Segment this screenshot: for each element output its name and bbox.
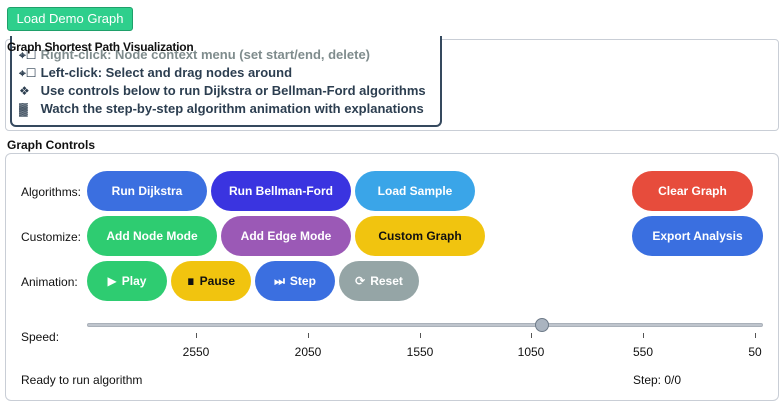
instruction-animation: ▓ Watch the step-by-step algorithm anima…	[12, 100, 440, 118]
customize-label: Customize:	[21, 230, 82, 244]
speed-tick	[196, 333, 197, 338]
speed-slider-thumb[interactable]	[535, 318, 549, 332]
graph-controls-title: Graph Controls	[7, 138, 96, 152]
skip-forward-icon: ⏭	[274, 274, 285, 288]
speed-tick-label: 550	[632, 345, 654, 359]
algorithms-label: Algorithms:	[21, 185, 82, 199]
chart-icon: ▓	[19, 102, 28, 116]
instruction-text: Right-click: Node context menu (set star…	[40, 47, 371, 62]
step-counter: Step: 0/0	[633, 373, 682, 387]
instruction-text: Left-click: Select and drag nodes around	[40, 65, 293, 80]
instruction-text: Use controls below to run Dijkstra or Be…	[40, 83, 426, 98]
visualization-title: Graph Shortest Path Visualization	[7, 40, 194, 54]
add-edge-mode-button[interactable]: Add Edge Mode	[221, 216, 351, 256]
mouse-icon: ⌖☐	[19, 48, 37, 62]
play-button[interactable]: ▶ Play	[87, 261, 167, 301]
instruction-left-click: ⌖☐ Left-click: Select and drag nodes aro…	[12, 64, 440, 82]
run-dijkstra-button[interactable]: Run Dijkstra	[87, 171, 207, 211]
animation-label: Animation:	[21, 275, 78, 289]
reset-icon: ⟳	[355, 274, 366, 288]
gamepad-icon: ❖	[19, 84, 30, 98]
step-label: Step	[289, 274, 316, 288]
instructions-box: ⌖☐ Right-click: Node context menu (set s…	[10, 36, 442, 127]
speed-tick-label: 2550	[182, 345, 210, 359]
load-demo-graph-button[interactable]: Load Demo Graph	[7, 7, 133, 31]
speed-tick	[420, 333, 421, 338]
clear-graph-button[interactable]: Clear Graph	[632, 171, 753, 211]
speed-tick	[308, 333, 309, 338]
load-sample-button[interactable]: Load Sample	[355, 171, 475, 211]
speed-tick-label: 50	[748, 345, 762, 359]
mouse-icon: ⌖☐	[19, 66, 37, 80]
speed-tick-label: 1550	[406, 345, 434, 359]
pause-button[interactable]: ∎ Pause	[171, 261, 251, 301]
pause-label: Pause	[199, 274, 235, 288]
speed-tick	[531, 333, 532, 338]
step-button[interactable]: ⏭ Step	[255, 261, 335, 301]
run-bellman-ford-button[interactable]: Run Bellman-Ford	[211, 171, 351, 211]
instruction-controls: ❖ Use controls below to run Dijkstra or …	[12, 82, 440, 100]
play-icon: ▶	[107, 274, 117, 288]
speed-tick	[755, 333, 756, 338]
pause-icon: ∎	[187, 274, 195, 288]
export-analysis-button[interactable]: Export Analysis	[632, 216, 763, 256]
speed-tick-label: 2050	[294, 345, 322, 359]
play-label: Play	[121, 274, 147, 288]
speed-slider-track[interactable]	[87, 323, 763, 327]
reset-button[interactable]: ⟳ Reset	[339, 261, 419, 301]
speed-label: Speed:	[21, 330, 60, 344]
add-node-mode-button[interactable]: Add Node Mode	[87, 216, 217, 256]
speed-tick	[643, 333, 644, 338]
instruction-right-click: ⌖☐ Right-click: Node context menu (set s…	[12, 46, 440, 64]
reset-label: Reset	[370, 274, 403, 288]
custom-graph-button[interactable]: Custom Graph	[355, 216, 485, 256]
status-text: Ready to run algorithm	[21, 373, 143, 387]
speed-tick-label: 1050	[517, 345, 545, 359]
instruction-text: Watch the step-by-step algorithm animati…	[40, 101, 424, 116]
